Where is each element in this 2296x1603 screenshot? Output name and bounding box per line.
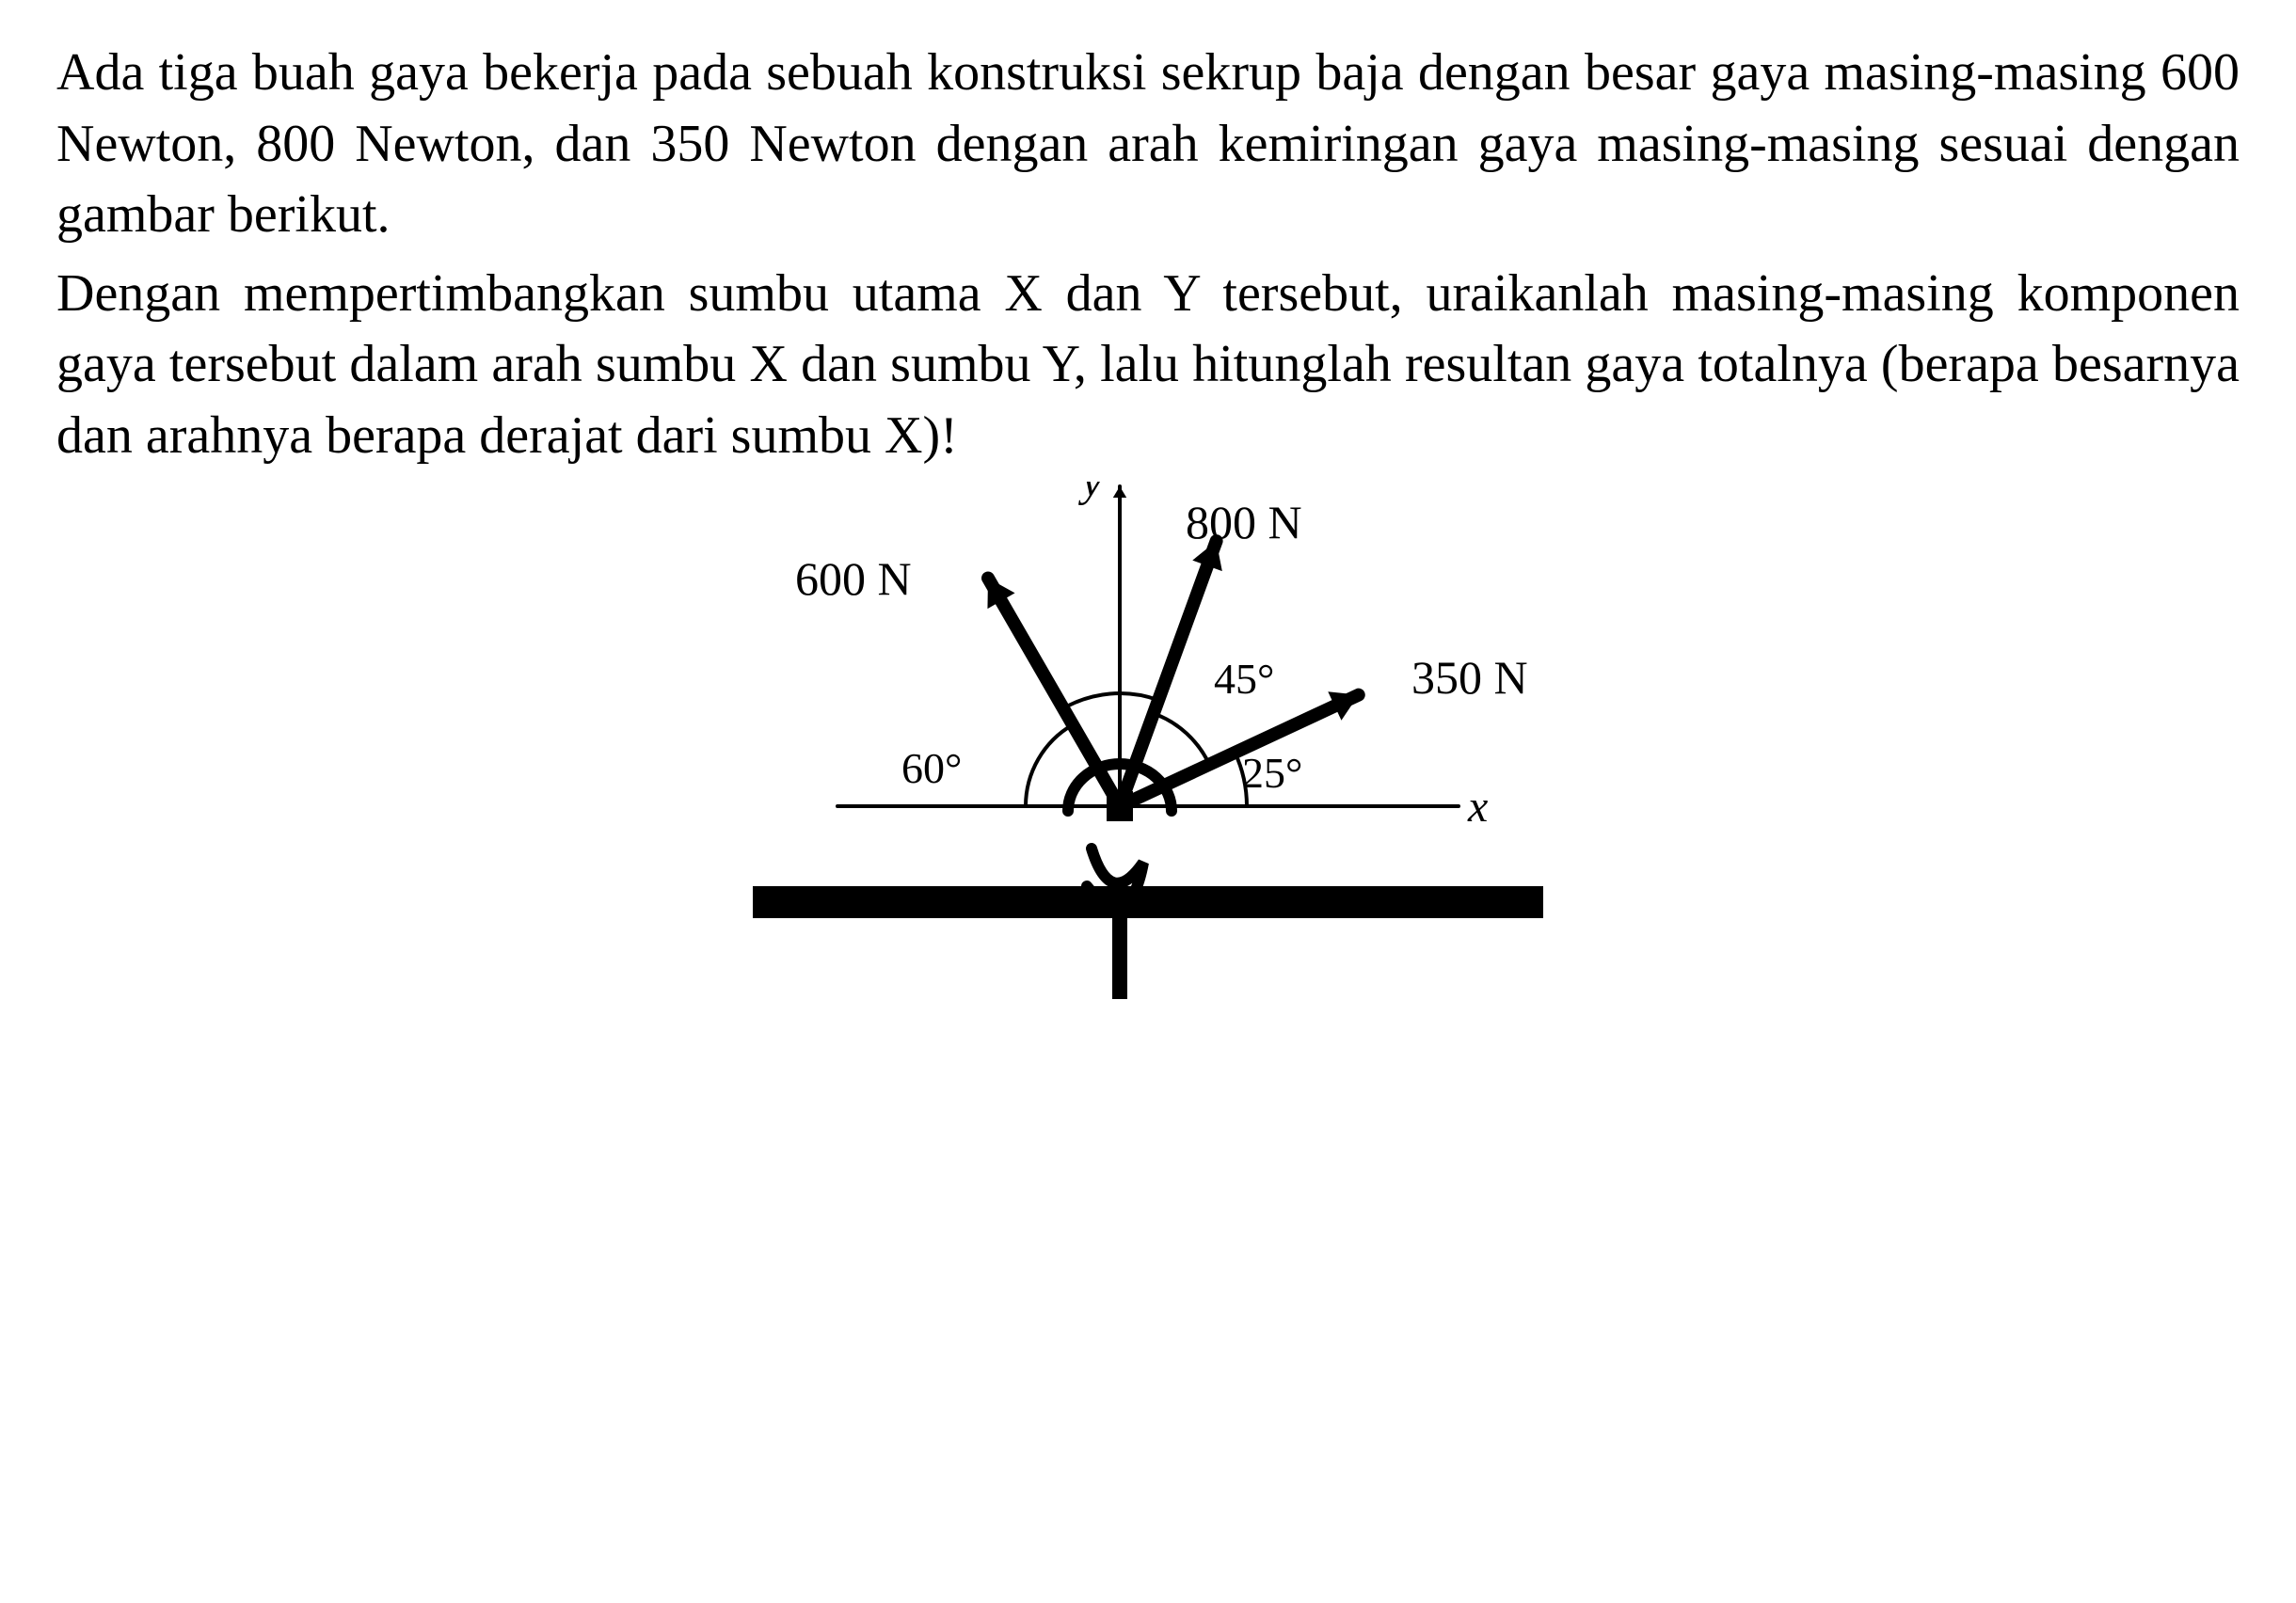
svg-text:45°: 45° — [1214, 655, 1274, 703]
svg-text:25°: 25° — [1242, 749, 1302, 797]
svg-text:y: y — [1077, 482, 1103, 506]
svg-text:60°: 60° — [901, 744, 962, 792]
svg-text:600 N: 600 N — [795, 552, 912, 605]
problem-paragraph-1: Ada tiga buah gaya bekerja pada sebuah k… — [56, 38, 2240, 251]
svg-text:x: x — [1467, 782, 1488, 832]
problem-paragraph-2: Dengan mempertimbangkan sumbu utama X da… — [56, 259, 2240, 472]
force-diagram: x y 600 N 60° 800 N 45° 350 N 25° — [630, 482, 1666, 1008]
figure-container: x y 600 N 60° 800 N 45° 350 N 25° — [56, 482, 2240, 1008]
diagram-svg: x y 600 N 60° 800 N 45° 350 N 25° — [630, 482, 1666, 1008]
svg-text:800 N: 800 N — [1186, 496, 1302, 548]
svg-text:350 N: 350 N — [1411, 651, 1528, 704]
